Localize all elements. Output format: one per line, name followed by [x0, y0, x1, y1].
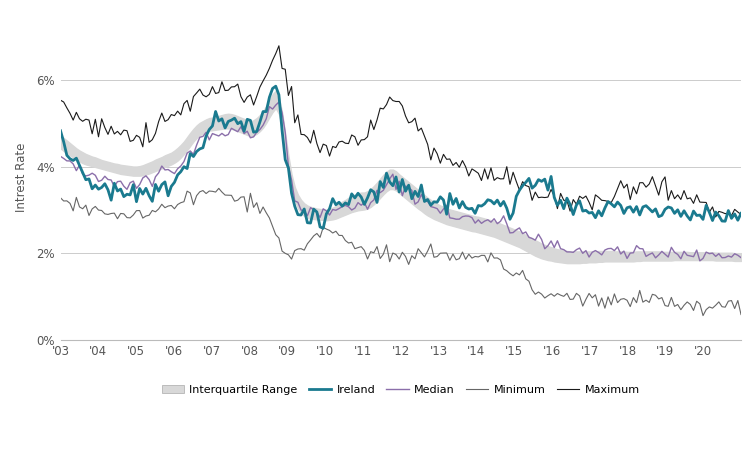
Legend: Interquartile Range, Ireland, Median, Minimum, Maximum: Interquartile Range, Ireland, Median, Mi…: [157, 380, 644, 399]
Y-axis label: Intrest Rate: Intrest Rate: [15, 143, 28, 212]
